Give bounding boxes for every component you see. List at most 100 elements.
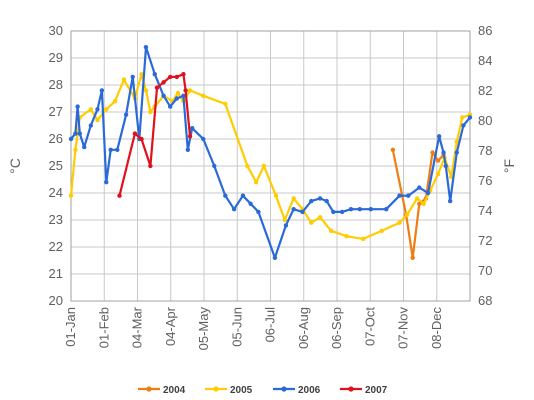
y-left-tick-label: 27 [49, 104, 63, 119]
y-right-tick-label: 74 [478, 203, 492, 218]
legend-swatch-marker [348, 386, 354, 392]
data-point-2006 [309, 198, 314, 204]
legend-label: 2006 [298, 385, 321, 396]
data-point-2005 [253, 180, 259, 185]
x-tick-label: 04-Mar [130, 306, 145, 348]
data-point-2006 [190, 126, 195, 131]
data-point-2006 [441, 150, 446, 155]
data-point-2004 [430, 150, 435, 155]
y-left-tick-label: 20 [49, 293, 63, 308]
data-point-2005 [435, 171, 441, 177]
x-tick-label: 06-Jul [263, 307, 278, 343]
x-tick-label: 08-Dec [429, 307, 444, 349]
data-point-2006 [181, 93, 186, 99]
data-point-2006 [272, 255, 278, 260]
data-point-2005 [344, 234, 349, 239]
data-point-2005 [360, 236, 366, 242]
data-point-2006 [82, 144, 87, 150]
data-point-2005 [309, 220, 314, 225]
y-right-tick-label: 82 [478, 83, 492, 98]
legend-label: 2007 [365, 385, 388, 396]
legend-item-2006: 2006 [273, 385, 321, 396]
data-point-2005 [104, 107, 109, 112]
y-right-axis-title: °F [501, 159, 517, 173]
y-right-tick-label: 86 [478, 23, 492, 38]
legend-swatch-marker [281, 386, 287, 392]
data-point-2005 [223, 101, 228, 107]
series-layer [68, 45, 473, 260]
data-point-2006 [167, 104, 173, 109]
data-point-2005 [95, 117, 100, 123]
y-left-tick-label: 24 [49, 185, 63, 200]
data-point-2007 [117, 193, 122, 198]
data-point-2005 [139, 72, 144, 77]
data-point-2006 [436, 134, 442, 139]
data-point-2006 [201, 136, 206, 142]
data-point-2007 [181, 72, 186, 77]
data-point-2004 [417, 201, 422, 206]
data-point-2006 [212, 163, 217, 169]
data-point-2005 [112, 99, 118, 104]
data-point-2005 [143, 88, 149, 93]
data-point-2006 [95, 107, 100, 112]
data-point-2007 [167, 74, 173, 80]
legend-item-2004: 2004 [138, 385, 186, 396]
data-point-2007 [154, 85, 160, 90]
data-point-2006 [161, 93, 166, 99]
y-left-tick-label: 29 [49, 50, 63, 65]
y-right-tick-label: 70 [478, 263, 492, 278]
legend-label: 2005 [230, 385, 253, 396]
plot-frame [70, 30, 471, 302]
data-point-2006 [384, 207, 389, 212]
y-left-tick-label: 23 [49, 212, 63, 227]
data-point-2005 [454, 139, 459, 144]
data-point-2006 [256, 209, 261, 215]
legend-swatch-marker [213, 386, 219, 392]
legend: 2004 2005 2006 2007 [138, 385, 388, 396]
y-right-tick-label: 76 [478, 173, 492, 188]
data-point-2005 [282, 217, 288, 223]
data-point-2005 [121, 77, 127, 82]
series-2006 [68, 45, 473, 260]
data-point-2006 [143, 45, 149, 50]
data-point-2006 [73, 131, 78, 136]
data-point-2005 [273, 193, 279, 198]
data-point-2006 [443, 163, 448, 169]
y-left-tick-label: 22 [49, 239, 63, 254]
data-point-2005 [414, 196, 420, 201]
data-point-2006 [123, 112, 129, 117]
data-point-2006 [368, 207, 374, 212]
data-point-2005 [317, 215, 323, 220]
data-point-2005 [397, 220, 402, 225]
data-point-2006 [283, 223, 289, 228]
y-right-tick-label: 84 [478, 53, 492, 68]
y-right-tick-label: 72 [478, 233, 492, 248]
y-right-tick-label: 78 [478, 143, 492, 158]
y-left-tick-labels: 20 21 22 23 24 25 26 27 28 29 30 [49, 23, 63, 308]
series-2007 [117, 72, 193, 198]
legend-item-2005: 2005 [205, 385, 253, 396]
data-point-2005 [379, 228, 385, 233]
data-point-2006 [130, 74, 135, 80]
data-point-2005 [261, 163, 267, 169]
data-point-2007 [132, 131, 138, 136]
data-point-2006 [300, 209, 305, 215]
data-point-2006 [348, 207, 354, 212]
data-point-2006 [291, 207, 296, 212]
x-tick-label: 06-Sep [329, 307, 344, 349]
data-point-2004 [435, 158, 441, 163]
data-point-2006 [331, 209, 336, 215]
data-point-2006 [77, 131, 83, 136]
data-point-2006 [467, 115, 473, 120]
x-tick-label: 06-Aug [296, 307, 311, 349]
x-tick-label: 01-Feb [96, 307, 111, 348]
data-point-2006 [339, 209, 345, 215]
data-point-2005 [245, 163, 250, 169]
data-point-2006 [185, 147, 191, 152]
data-point-2006 [240, 193, 246, 198]
x-tick-label: 05-Jun [229, 307, 244, 347]
y-right-tick-labels: 68 70 72 74 76 78 80 82 84 86 [478, 23, 492, 308]
data-point-2007 [183, 88, 188, 93]
x-tick-label: 04-Apr [163, 306, 178, 346]
